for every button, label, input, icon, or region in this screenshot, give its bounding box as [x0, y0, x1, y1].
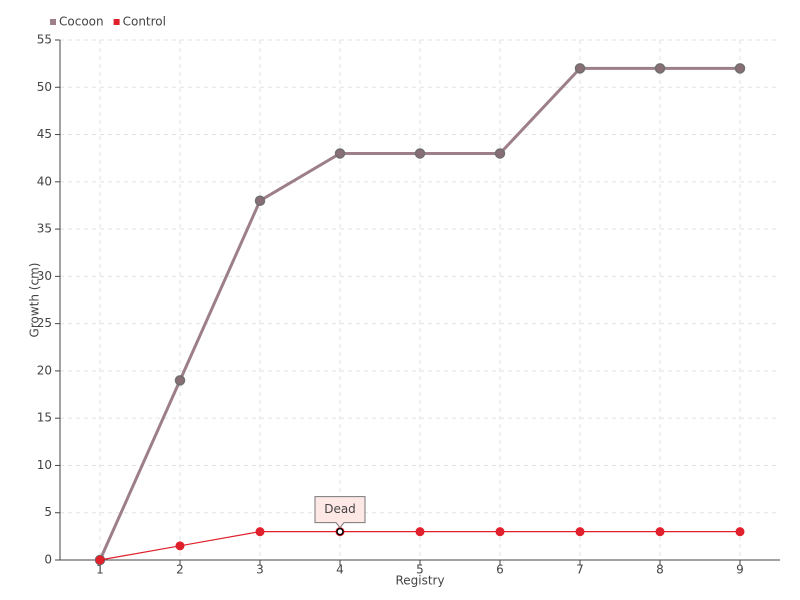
data-point — [175, 541, 185, 551]
y-tick-label: 40 — [37, 174, 52, 188]
data-point — [655, 527, 665, 537]
data-point — [414, 148, 426, 159]
data-point — [494, 148, 506, 159]
data-point — [255, 527, 265, 537]
data-point — [415, 527, 425, 537]
legend-label: Control — [123, 15, 166, 29]
y-tick-label: 20 — [37, 363, 52, 377]
y-tick-label: 30 — [37, 269, 52, 283]
data-point — [174, 375, 186, 386]
data-point — [574, 63, 586, 74]
legend-label: Cocoon — [59, 15, 104, 29]
annotation-label: Dead — [324, 502, 356, 516]
x-tick-label: 1 — [96, 563, 104, 577]
y-tick-label: 50 — [37, 80, 52, 94]
x-tick-label: 9 — [736, 563, 744, 577]
y-tick-label: 35 — [37, 222, 52, 236]
data-point — [495, 527, 505, 537]
y-axis-label: Growth (cm) — [28, 263, 42, 338]
data-point — [734, 63, 746, 74]
y-tick-label: 55 — [37, 33, 52, 47]
x-tick-label: 8 — [656, 563, 664, 577]
legend-swatch — [113, 19, 120, 25]
y-tick-label: 10 — [37, 458, 52, 472]
x-tick-label: 4 — [336, 563, 344, 577]
data-point — [95, 555, 105, 565]
annotation-point — [336, 527, 344, 536]
x-tick-label: 6 — [496, 563, 504, 577]
y-tick-label: 0 — [44, 553, 52, 567]
y-tick-label: 5 — [44, 505, 52, 519]
annotation-box — [314, 496, 366, 529]
data-point — [735, 527, 745, 537]
x-tick-label: 2 — [176, 563, 184, 577]
data-point — [654, 63, 666, 74]
data-point — [254, 195, 266, 206]
y-tick-label: 15 — [37, 411, 52, 425]
y-tick-label: 25 — [37, 316, 52, 330]
data-point — [334, 148, 346, 159]
y-tick-label: 45 — [37, 127, 52, 141]
legend-swatch — [50, 19, 56, 25]
x-tick-label: 7 — [576, 563, 584, 577]
x-tick-label: 5 — [416, 563, 424, 577]
x-tick-label: 3 — [256, 563, 264, 577]
data-point — [575, 527, 585, 537]
x-axis-label: Registry — [395, 574, 444, 588]
